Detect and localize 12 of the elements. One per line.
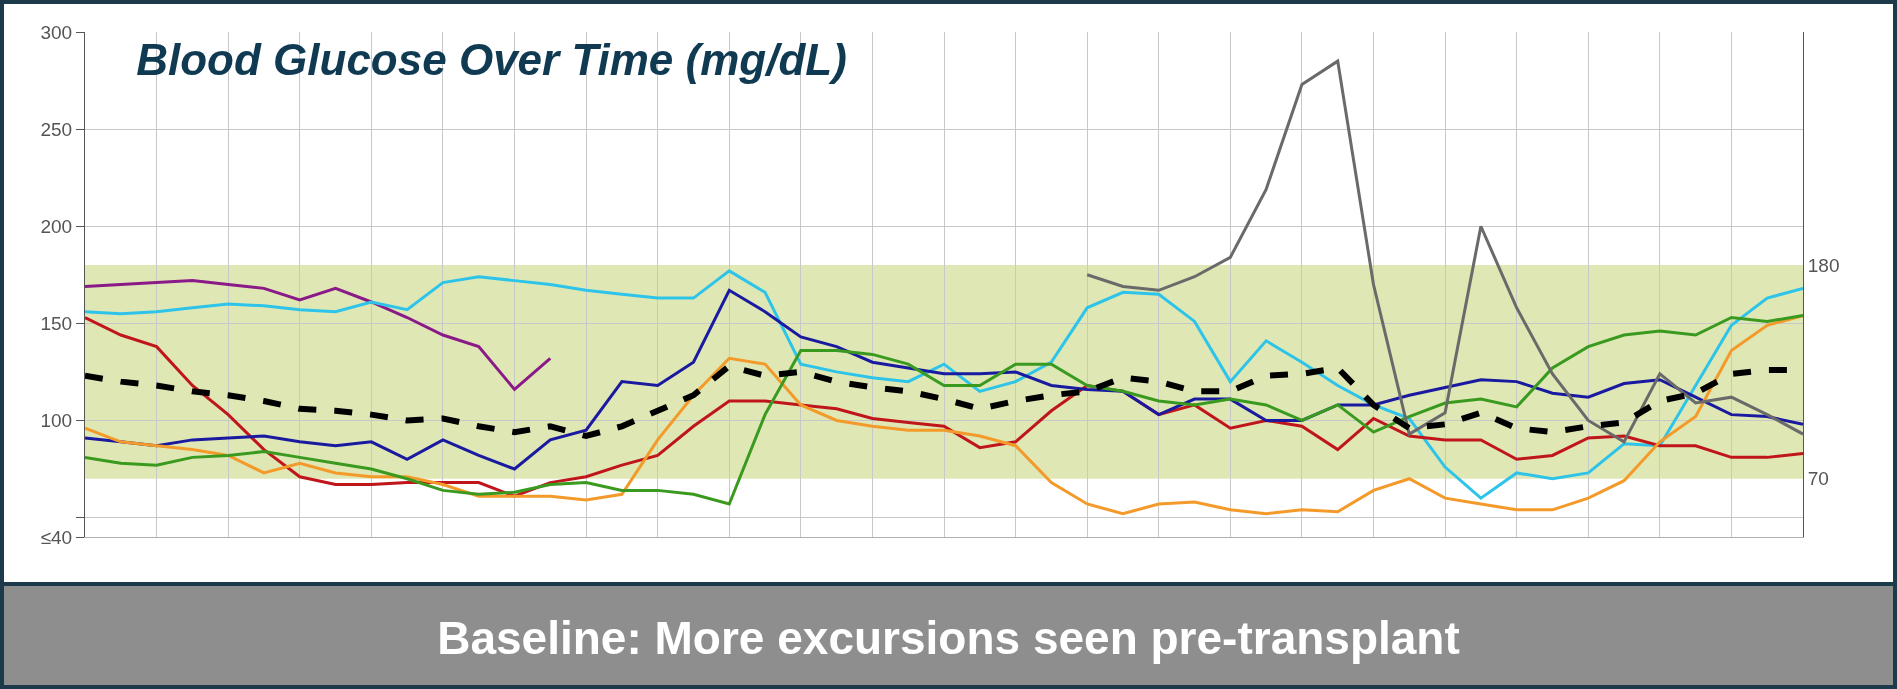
- line-series: [1085, 59, 1803, 444]
- y-tick-label: 200: [40, 215, 73, 237]
- y-tick-label: 100: [40, 410, 73, 432]
- y-tick-label: 300: [40, 21, 73, 43]
- y-tick-label: ≤40: [40, 526, 73, 548]
- chart-title: Blood Glucose Over Time (mg/dL): [136, 34, 847, 84]
- y2-tick-label: 70: [1807, 468, 1829, 490]
- line-series: [85, 279, 552, 391]
- text: Baseline: More excursions seen pre-transplant: [436, 610, 1461, 666]
- y2-tick-label: 180: [1807, 254, 1840, 276]
- y-tick-label: 250: [40, 118, 73, 140]
- y-tick-label: 150: [40, 313, 73, 334]
